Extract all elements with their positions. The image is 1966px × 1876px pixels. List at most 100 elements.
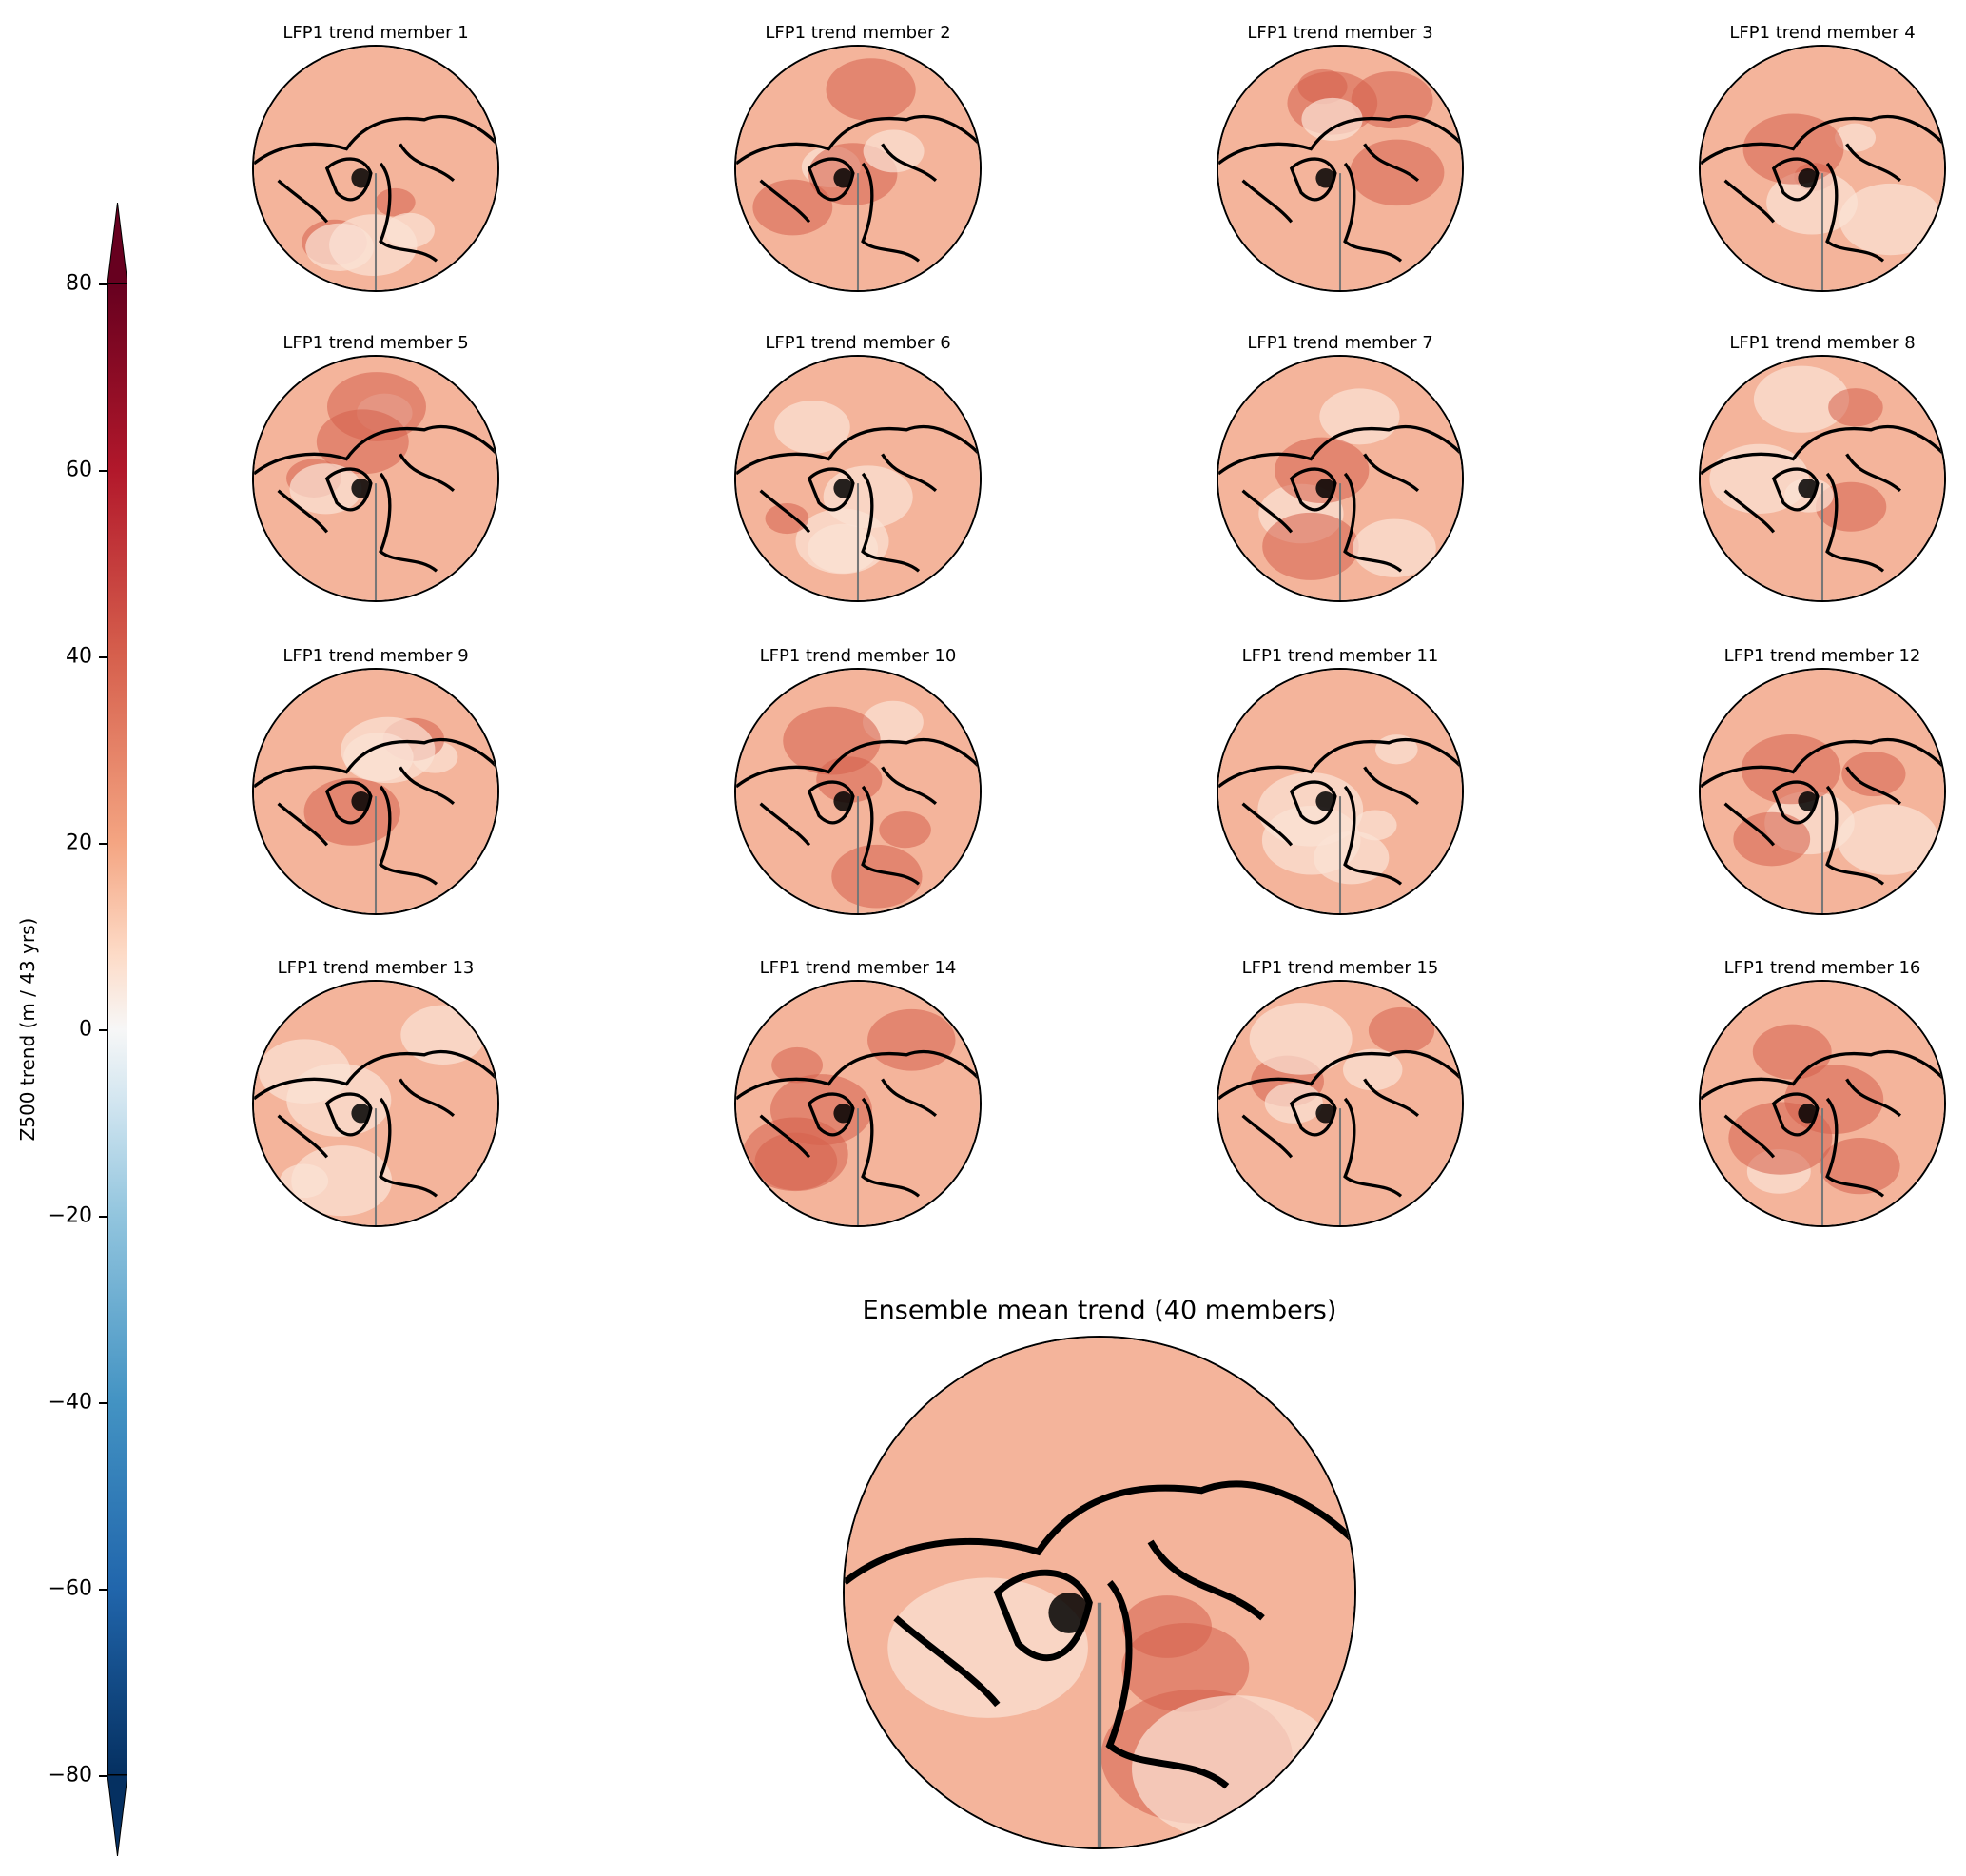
panel-title: LFP1 trend member 14 <box>759 958 957 978</box>
panel-title: LFP1 trend member 16 <box>1723 958 1921 978</box>
coastline <box>1218 424 1462 573</box>
colorbar-tick-label: −20 <box>48 1203 92 1228</box>
trend-anomaly <box>1249 1003 1353 1075</box>
trend-anomaly <box>1828 388 1883 427</box>
trend-anomaly <box>1839 183 1942 256</box>
coastline <box>736 424 980 573</box>
trend-anomaly <box>1709 443 1810 515</box>
trend-anomaly <box>1837 804 1939 875</box>
trend-anomaly <box>826 58 916 122</box>
coastline <box>736 114 980 263</box>
trend-anomaly <box>341 716 436 784</box>
panel-title: LFP1 trend member 15 <box>1241 958 1439 978</box>
greenland-outline <box>833 168 853 188</box>
trend-anomaly <box>879 811 931 849</box>
colorbar-tick-label: 80 <box>66 271 92 296</box>
trend-anomaly <box>771 1046 824 1084</box>
trend-anomaly <box>887 1577 1088 1718</box>
trend-anomaly <box>1262 512 1359 580</box>
trend-anomaly <box>1753 365 1850 433</box>
trend-anomaly <box>1319 388 1400 445</box>
panel-title: LFP1 trend member 10 <box>759 646 957 666</box>
greenland-outline <box>351 791 371 811</box>
greenland-outline <box>1315 479 1335 498</box>
panel-title: LFP1 trend member 8 <box>1729 333 1916 353</box>
panel-title: LFP1 trend member 12 <box>1723 646 1921 666</box>
trend-anomaly <box>291 1145 393 1217</box>
colorbar-tick-label: −80 <box>48 1763 92 1788</box>
coastline <box>736 737 980 886</box>
greenland-outline <box>833 1104 853 1124</box>
panel-title: LFP1 trend member 7 <box>1247 333 1433 353</box>
panel-title: LFP1 trend member 5 <box>282 333 469 353</box>
panel-title: LFP1 trend member 6 <box>765 333 951 353</box>
trend-anomaly <box>1819 1138 1900 1195</box>
colorbar-tick-label: 20 <box>66 831 92 855</box>
greenland-outline <box>1798 479 1818 498</box>
colorbar <box>107 283 127 1775</box>
trend-anomaly <box>863 129 925 173</box>
trend-anomaly <box>375 187 416 217</box>
trend-anomaly <box>1121 1622 1250 1712</box>
colorbar-tick <box>99 470 107 472</box>
coastline <box>1701 114 1944 263</box>
colorbar-tick-label: −60 <box>48 1576 92 1601</box>
colorbar-label: Z500 trend (m / 43 yrs) <box>16 917 39 1142</box>
greenland-outline <box>1798 1104 1818 1124</box>
trend-anomaly <box>1342 1048 1403 1091</box>
trend-anomaly <box>774 401 850 454</box>
trend-anomaly <box>831 844 923 909</box>
colorbar-tick <box>99 843 107 845</box>
coastline <box>1218 114 1462 263</box>
coastline <box>1701 737 1944 886</box>
trend-anomaly <box>1353 810 1397 841</box>
trend-anomaly <box>1353 518 1436 577</box>
greenland-outline <box>1315 791 1335 811</box>
panel-title: LFP1 trend member 9 <box>282 646 469 666</box>
trend-anomaly <box>1301 97 1363 141</box>
coastline <box>1701 424 1944 573</box>
trend-anomaly <box>795 508 889 575</box>
member-trend-map <box>734 980 982 1227</box>
coastline <box>736 1049 980 1198</box>
member-trend-map <box>252 355 499 602</box>
member-trend-map <box>734 668 982 915</box>
trend-anomaly <box>280 1163 329 1199</box>
greenland-outline <box>351 1104 371 1124</box>
trend-anomaly <box>1257 772 1364 847</box>
greenland-outline <box>351 479 371 498</box>
panel-title: LFP1 trend member 4 <box>1729 23 1916 43</box>
greenland-outline <box>1798 791 1818 811</box>
colorbar-tick <box>99 1402 107 1404</box>
colorbar-extend-max-arrow <box>107 203 127 283</box>
member-trend-map <box>1699 355 1946 602</box>
colorbar-tick <box>99 1775 107 1777</box>
member-trend-map <box>252 980 499 1227</box>
coastline <box>1701 1049 1944 1198</box>
coastline <box>254 737 497 886</box>
trend-anomaly <box>1841 752 1906 797</box>
panel-title: LFP1 trend member 11 <box>1241 646 1439 666</box>
trend-anomaly <box>1835 123 1877 152</box>
trend-anomaly <box>742 1117 848 1192</box>
trend-anomaly <box>400 1005 486 1065</box>
coastline <box>845 1480 1354 1789</box>
panel-title: LFP1 trend member 13 <box>277 958 475 978</box>
member-trend-map <box>1699 980 1946 1227</box>
colorbar-tick <box>99 1216 107 1218</box>
member-trend-map <box>1699 45 1946 292</box>
coastline <box>254 424 497 573</box>
trend-anomaly <box>258 1039 351 1104</box>
greenland-outline <box>1048 1593 1090 1633</box>
trend-anomaly <box>867 1008 956 1071</box>
colorbar-tick-label: 40 <box>66 644 92 669</box>
colorbar-tick-label: −40 <box>48 1390 92 1415</box>
coastline <box>254 114 497 263</box>
ensemble-mean-trend-map <box>843 1336 1356 1849</box>
member-trend-map <box>734 45 982 292</box>
trend-anomaly <box>1132 1695 1341 1843</box>
trend-anomaly <box>1368 1006 1435 1054</box>
member-trend-map <box>1217 980 1464 1227</box>
panel-title: LFP1 trend member 1 <box>282 23 469 43</box>
greenland-outline <box>1315 168 1335 188</box>
